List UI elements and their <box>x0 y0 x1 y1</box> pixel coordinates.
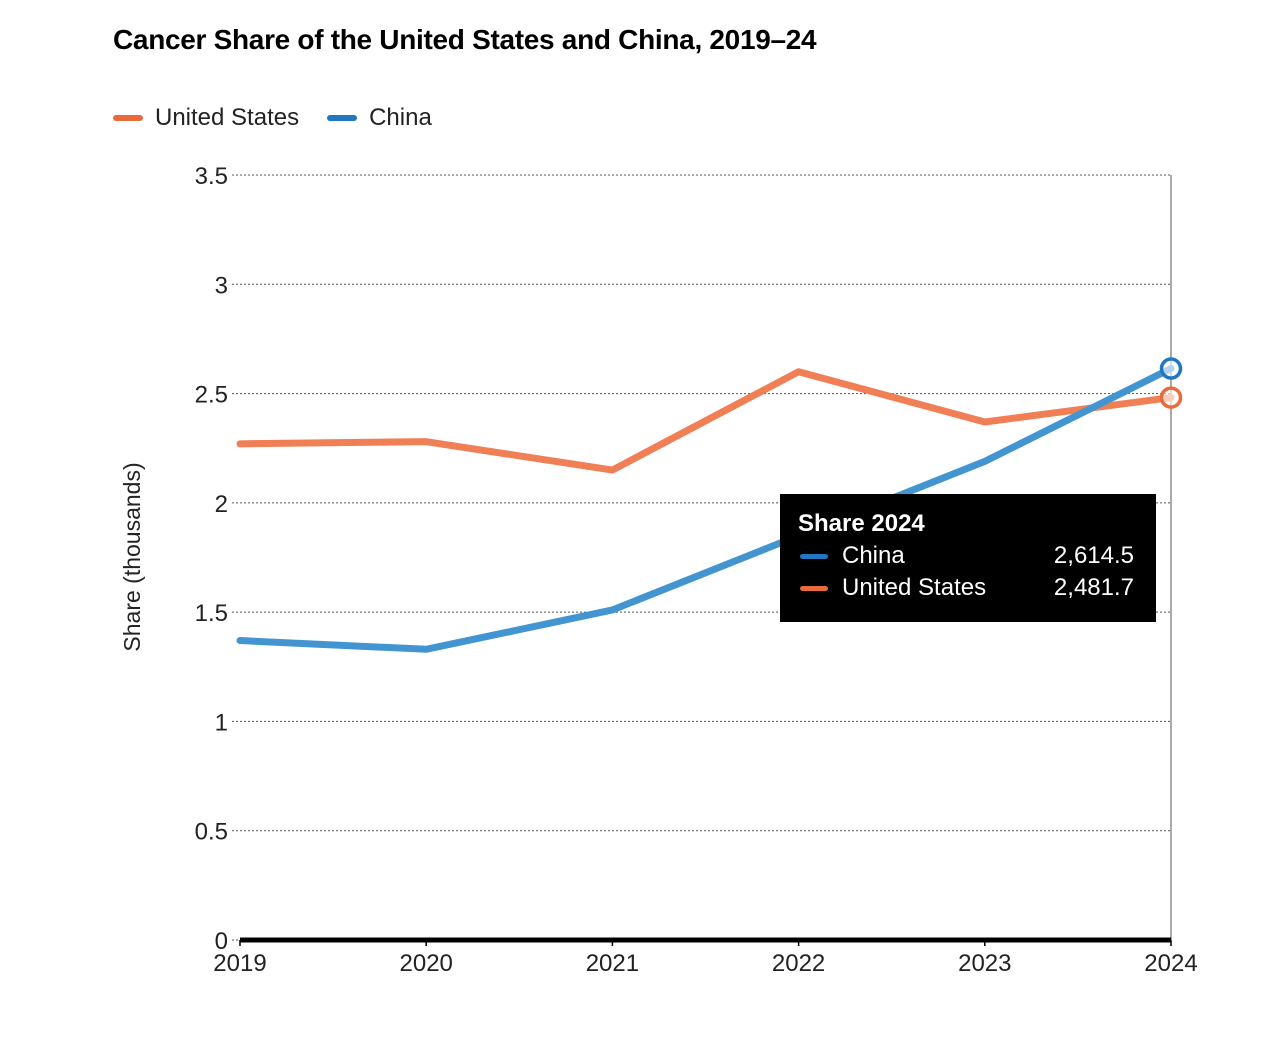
y-tick-label: 2.5 <box>195 382 228 409</box>
x-axis: 2019 2020 2021 2022 2023 2024 <box>213 937 1198 977</box>
highlight-markers <box>1159 357 1183 409</box>
x-tick-label: 2024 <box>1144 950 1197 977</box>
y-tick-label: 1.5 <box>195 600 228 627</box>
legend-label-china: China <box>369 104 432 131</box>
chart-title: Cancer Share of the United States and Ch… <box>113 24 817 55</box>
tooltip-swatch-united-states <box>800 585 828 591</box>
tooltip-row-united-states: United States 2,481.7 <box>798 572 1134 604</box>
legend-swatch-china <box>327 115 358 121</box>
legend-label-united-states: United States <box>155 104 300 131</box>
y-tick-label: 0.5 <box>195 819 228 846</box>
y-tick-label: 1 <box>215 709 228 736</box>
tooltip-value-united-states: 2,481.7 <box>1053 574 1134 601</box>
tooltip-title: Share 2024 <box>798 510 925 537</box>
tooltip-swatch-china <box>800 553 828 559</box>
marker-china[interactable] <box>1159 357 1183 380</box>
legend-swatch-united-states <box>113 115 143 121</box>
x-tick-label: 2021 <box>586 950 639 977</box>
y-tick-label: 3.5 <box>195 163 228 190</box>
series-line-united-states[interactable] <box>236 368 1175 474</box>
y-tick-label: 2 <box>215 491 228 518</box>
series-line-china[interactable] <box>236 365 1175 653</box>
tooltip-row-china: China 2,614.5 <box>798 540 1134 572</box>
y-axis: 0 0.5 1 1.5 2 2.5 3 3.5 <box>195 163 228 955</box>
x-tick-label: 2019 <box>213 950 266 977</box>
y-tick-label: 0 <box>215 928 228 955</box>
x-tick-label: 2022 <box>772 950 825 977</box>
gridlines <box>232 174 1172 940</box>
y-axis-label: Share (thousands) <box>119 462 145 651</box>
tooltip-label-united-states: United States <box>842 574 987 601</box>
series-lines <box>236 365 1175 653</box>
tooltip: Share 2024 China 2,614.5 United States 2… <box>780 494 1156 622</box>
tooltip-label-china: China <box>842 542 905 569</box>
x-tick-label: 2020 <box>400 950 453 977</box>
y-tick-label: 3 <box>215 272 228 299</box>
tooltip-value-china: 2,614.5 <box>1053 542 1134 569</box>
legend-item-united-states[interactable]: United States <box>113 104 299 132</box>
x-tick-label: 2023 <box>958 950 1011 977</box>
legend-item-china[interactable]: China <box>327 104 432 132</box>
marker-united-states[interactable] <box>1159 386 1183 409</box>
legend: United States China <box>113 104 460 132</box>
